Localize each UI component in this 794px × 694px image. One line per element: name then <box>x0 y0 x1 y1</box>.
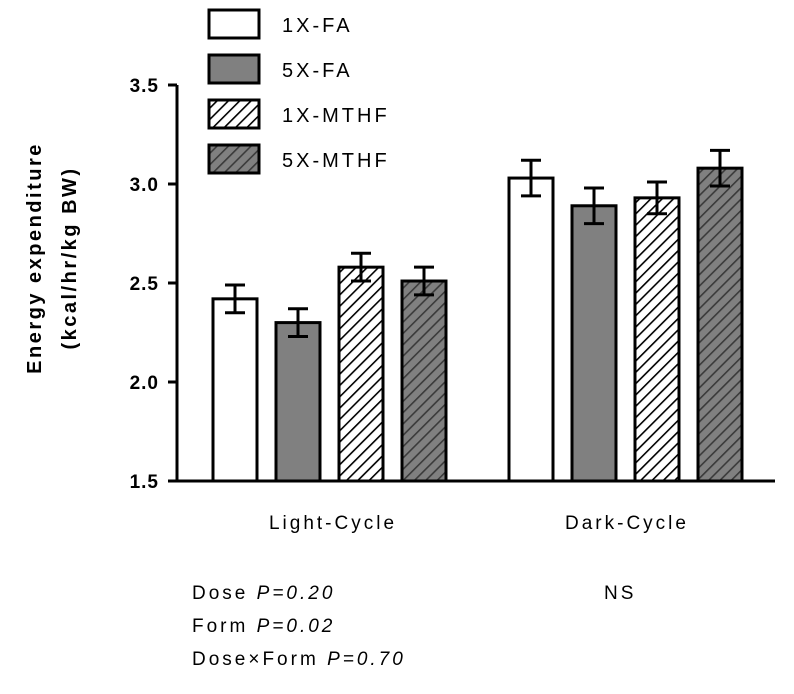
x-category-label: Light-Cycle <box>269 513 397 534</box>
bar <box>337 265 385 483</box>
dose-label: Dose <box>192 583 249 604</box>
y-axis-label-line-1: Energy expenditure <box>24 142 46 374</box>
bar <box>570 204 618 483</box>
y-tick-label: 1.5 <box>130 472 159 493</box>
category-labels: Light-Cycle Dark-Cycle <box>269 513 689 534</box>
legend-swatch <box>207 143 261 175</box>
y-tick-label: 3.5 <box>130 76 159 97</box>
legend-label: 5X-FA <box>282 60 353 82</box>
bar <box>507 176 555 483</box>
y-tick-label: 2.0 <box>130 373 159 394</box>
bar <box>211 297 259 483</box>
x-category-label: Dark-Cycle <box>565 513 689 534</box>
legend-swatch <box>207 98 261 130</box>
dark-cycle-stats: NS <box>604 583 636 605</box>
dose-stat: Dose P=0.20 <box>192 583 406 605</box>
legend-label: 1X-MTHF <box>282 105 390 127</box>
form-stat: Form P=0.02 <box>192 616 406 638</box>
bar <box>633 196 681 483</box>
bar <box>696 166 744 483</box>
bars-group <box>211 148 744 483</box>
legend-swatch <box>207 8 261 40</box>
interaction-p-value: P=0.70 <box>327 649 406 670</box>
form-label: Form <box>192 616 249 637</box>
light-cycle-stats: Dose P=0.20 Form P=0.02 Dose×Form P=0.70 <box>192 583 406 671</box>
form-p-value: P=0.02 <box>256 616 336 637</box>
interaction-stat: Dose×Form P=0.70 <box>192 649 406 671</box>
y-axis-ticks: 1.5 2.0 2.5 3.0 3.5 <box>130 76 177 493</box>
bar <box>400 279 448 483</box>
y-axis-label-line-2: (kcal/hr/kg BW) <box>59 166 81 349</box>
y-tick-label: 2.5 <box>130 274 159 295</box>
ns-label: NS <box>604 583 637 604</box>
y-tick-label: 3.0 <box>130 175 159 196</box>
interaction-label: Dose×Form <box>192 649 319 670</box>
dose-p-value: P=0.20 <box>256 583 336 604</box>
legend-swatch <box>207 53 261 85</box>
legend-label: 5X-MTHF <box>282 150 390 172</box>
bar <box>274 321 322 483</box>
legend-label: 1X-FA <box>282 15 353 37</box>
legend: 1X-FA 5X-FA 1X-MTHF 5X-MTHF <box>207 8 390 175</box>
